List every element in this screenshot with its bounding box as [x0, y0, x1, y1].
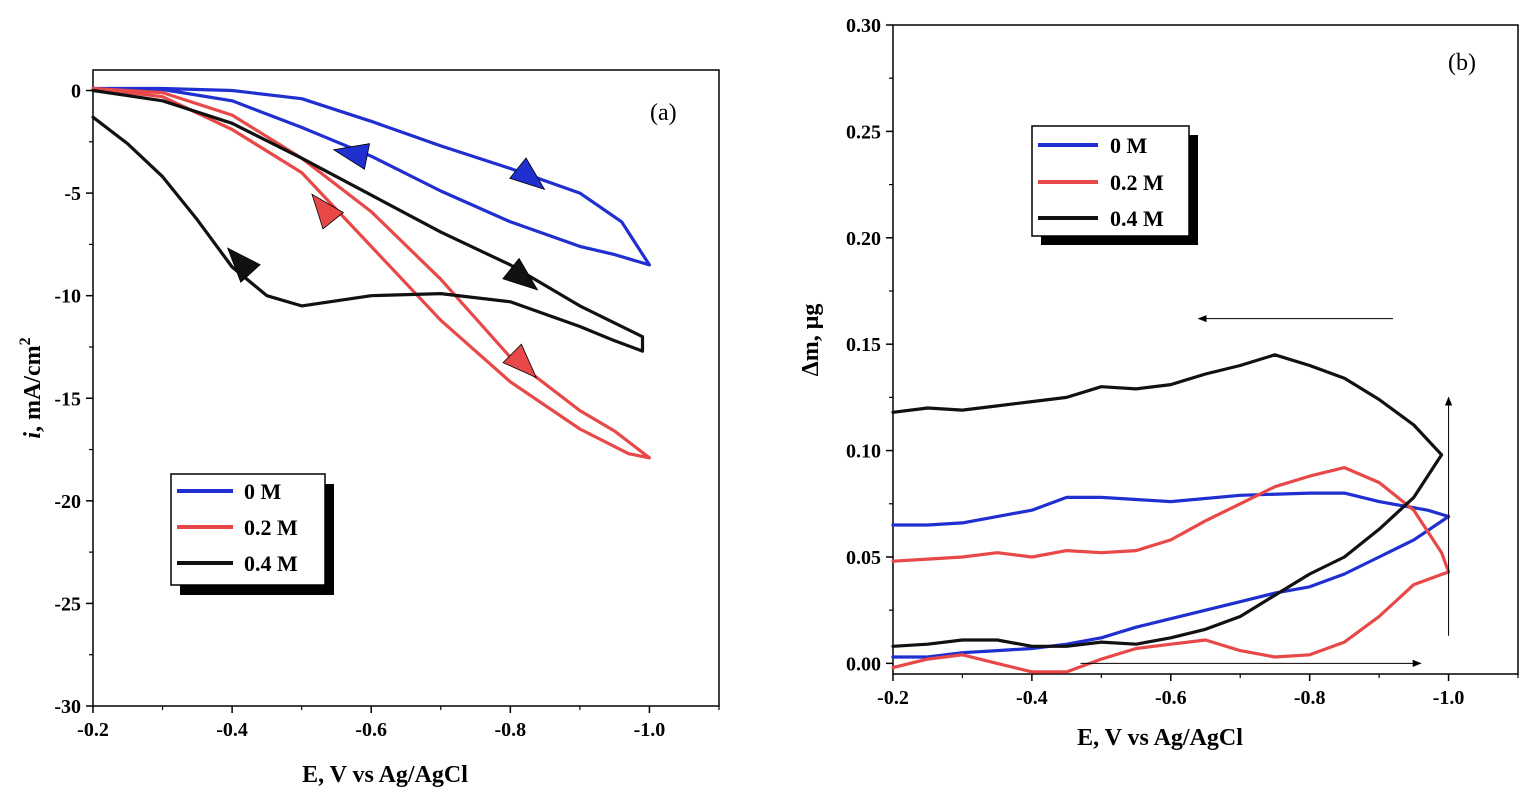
panel-b-label: (b)	[1448, 50, 1476, 76]
panel-a-legend-label-0m: 0 M	[244, 479, 282, 504]
panel-b-y-axis-label: Δm, μg	[798, 304, 824, 377]
panel-a-x-tick-label: -0.2	[77, 719, 109, 741]
panel-a-frame	[92, 69, 720, 707]
panel-a: -0.2 -0.4 -0.6 -0.8 -1.0 0-5-10-15-20-25-30 …	[17, 69, 720, 788]
panel-b-series-0-m	[891, 491, 1451, 659]
panel-a-x-axis-label: E, V vs Ag/AgCl	[302, 762, 468, 788]
panel-a-direction-arrowhead	[502, 257, 539, 291]
panel-a-y-tick-label: 0	[71, 81, 81, 103]
panel-b-legend: 0 M 0.2 M 0.4 M	[1031, 125, 1198, 245]
panel-b-series-0-4-m	[891, 353, 1444, 648]
panel-a-series-0-2-m	[91, 86, 652, 460]
panel-a-x-tick-label: -0.4	[216, 719, 248, 741]
panel-b-legend-label-0m: 0 M	[1110, 133, 1148, 158]
panel-a-direction-arrowhead	[332, 143, 371, 170]
panel-a-legend-label-0-4m: 0.4 M	[244, 551, 298, 576]
panel-b-y-tick-label: 0.20	[846, 228, 881, 250]
panel-a-y-tick-label: -5	[64, 183, 81, 205]
panel-b-x-axis-label: E, V vs Ag/AgCl	[1077, 725, 1243, 751]
panel-b-y-tick-label: 0.25	[846, 121, 881, 143]
panel-a-direction-arrowhead	[502, 343, 538, 379]
panel-b-frame	[892, 24, 1519, 675]
panel-a-label: (a)	[650, 100, 677, 126]
panel-a-x-tick-label: -0.6	[355, 719, 387, 741]
panel-a-legend: 0 M 0.2 M 0.4 M	[170, 473, 334, 595]
panel-a-series-0-4-m	[91, 88, 645, 353]
panel-b-y-tick-label: 0.00	[846, 653, 881, 675]
panel-a-y-tick-label: -30	[54, 696, 81, 718]
panel-b-x-tick-label: -0.6	[1155, 687, 1187, 709]
panel-b-legend-label-0-4m: 0.4 M	[1110, 206, 1164, 231]
panel-b-y-tick-label: 0.30	[846, 15, 881, 37]
panel-a-x-tick-label: -1.0	[634, 719, 666, 741]
panel-b-x-tick-label: -0.2	[877, 687, 909, 709]
panel-a-direction-arrowhead	[226, 247, 261, 283]
panel-a-direction-arrowhead	[311, 193, 345, 230]
panel-a-y-tick-label: -15	[54, 388, 81, 410]
panel-b-y-tick-label: 0.15	[846, 334, 881, 356]
panel-b-x-tick-label: -0.8	[1294, 687, 1326, 709]
panel-b-series-0-2-m	[891, 466, 1451, 674]
panel-a-x-tick-label: -0.8	[494, 719, 526, 741]
panel-a-y-tick-label: -10	[54, 286, 81, 308]
panel-a-y-axis-label: i, mA/cm2	[17, 337, 46, 438]
panel-a-y-tick-label: -25	[54, 593, 81, 615]
panel-a-direction-arrowhead	[509, 157, 546, 191]
panel-a-series-0-m	[91, 86, 652, 267]
panel-b-x-tick-label: -0.4	[1016, 687, 1048, 709]
panel-b-legend-label-0-2m: 0.2 M	[1110, 170, 1164, 195]
panel-b: -0.2 -0.4 -0.6 -0.8 -1.0 0.00 0.05 0.10 0.15 0.2…	[798, 15, 1519, 751]
panel-b-x-tick-label: -1.0	[1433, 687, 1465, 709]
panel-a-y-tick-label: -20	[54, 491, 81, 513]
panel-a-legend-label-0-2m: 0.2 M	[244, 515, 298, 540]
panel-b-y-tick-label: 0.10	[846, 441, 881, 463]
panel-b-y-tick-label: 0.05	[846, 547, 881, 569]
